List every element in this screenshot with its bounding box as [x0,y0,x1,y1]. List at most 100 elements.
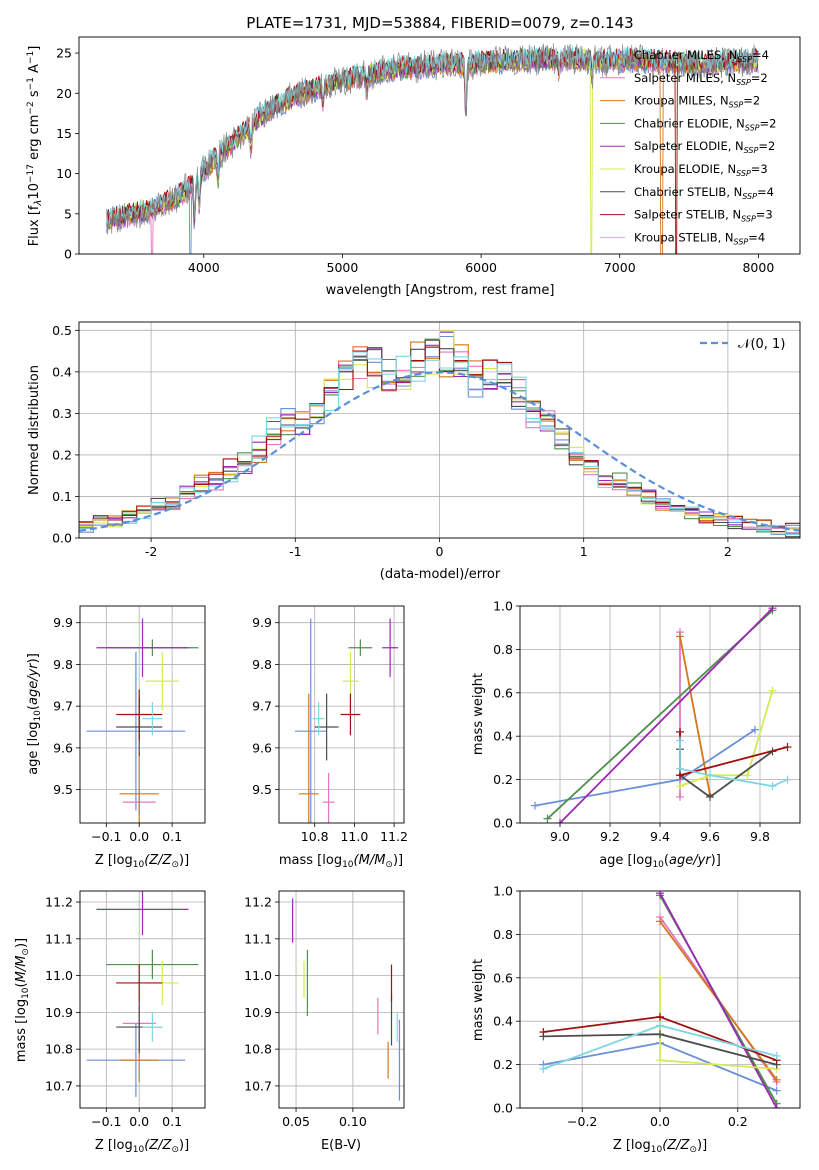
x-axis-label: E(B-V) [321,1138,361,1153]
axes-age_vs_Z: −0.1 0.0 0.1 9.5 9.6 9.7 9.8 9.9 Z [log10(Z/Z⊙)]… [26,605,206,870]
x-tick-label: 0.05 [282,1114,310,1129]
legend-entry: Chabrier ELODIE, NSSP=2 [634,116,776,132]
y-tick-label: 0.8 [493,927,513,942]
y-tick-label: 9.8 [53,657,73,672]
x-tick-label: 9.0 [550,829,570,844]
plot-area [79,330,800,538]
x-tick-label: 10.8 [301,829,329,844]
legend-entry: Kroupa ELODIE, NSSP=3 [634,162,768,178]
y-tick-label: 9.8 [252,657,272,672]
y-tick-label: 11.0 [45,968,73,983]
plot-area [292,898,401,1101]
legend-entry: Salpeter MILES, NSSP=2 [634,71,768,87]
plot-area [531,606,792,823]
histogram-salpeter-stelib [79,346,800,533]
legend-entry: Chabrier MILES, NSSP=4 [634,48,769,64]
y-tick-label: 0.1 [52,489,72,504]
x-tick-label: 0.2 [728,1114,748,1129]
y-tick-label: 0.4 [52,364,72,379]
plot-area [86,891,199,1097]
x-tick-label: 2 [724,544,732,559]
y-tick-label: 10.7 [45,1078,73,1093]
axes-frame [78,36,801,255]
axes-mass_vs_Z: −0.1 0.0 0.1 10.7 10.8 10.9 11.0 11.1 11.2 Z [log… [14,890,206,1155]
x-tick-label: 4000 [188,260,220,275]
x-tick-label: 7000 [604,260,636,275]
y-tick-label: 0.8 [493,642,513,657]
histogram-kroupa-stelib [79,351,800,536]
x-tick-label: 0.10 [339,1114,367,1129]
y-tick-label: 10 [56,166,72,181]
y-tick-label: 0.2 [52,447,72,462]
plot-area [294,618,399,823]
y-tick-label: 9.5 [252,782,272,797]
axes-spectrum: 4000 5000 6000 7000 8000 0 5 10 15 20 25 PLATE=1731… [26,14,801,298]
y-tick-label: 10.9 [244,1005,272,1020]
weight-line-chabrier-stelib [679,749,774,799]
weight-line-chabrier-miles [534,728,756,807]
chart-title: PLATE=1731, MJD=53884, FIBERID=0079, z=0… [246,14,633,32]
y-axis-label: Normed distribution [27,365,42,495]
plot-area [106,43,759,254]
weight-line-salpeter-elodie [559,607,774,823]
x-axis-label: mass [log10(M/M⊙)] [279,853,403,870]
legend: Chabrier MILES, NSSP=4 Salpeter MILES, NS… [600,48,776,246]
x-tick-label: 11.2 [380,829,408,844]
x-axis-label: Z [log10(Z/Z⊙)] [95,1138,189,1155]
plot-area [539,891,781,1108]
y-tick-label: 9.9 [252,615,272,630]
y-tick-label: 0 [64,247,72,262]
legend-entry: Kroupa STELIB, NSSP=4 [634,230,765,246]
x-tick-label: −0.2 [567,1114,597,1129]
x-axis-label: (data-model)/error [380,567,501,582]
x-tick-label: 1 [580,544,588,559]
x-tick-label: 9.6 [700,829,720,844]
spectrum-data-line [106,43,759,235]
x-tick-label: 5000 [327,260,359,275]
x-tick-label: 0 [436,544,444,559]
y-axis-label: mass weight [471,959,486,1041]
x-tick-label: 0.0 [129,1114,149,1129]
x-tick-label: 8000 [742,260,774,275]
axes-residuals: -2 -1 0 1 2 0.0 0.1 0.2 0.3 0.4 0.5 (data-model)/er… [27,321,801,582]
y-tick-label: 9.9 [53,615,73,630]
legend-entry: Chabrier STELIB, NSSP=4 [634,185,774,201]
y-tick-label: 9.5 [53,782,73,797]
x-tick-label: 9.2 [600,829,620,844]
y-tick-label: 0.2 [493,1057,513,1072]
y-tick-label: 0.0 [493,816,513,831]
axes-frame [79,605,206,824]
x-axis-label: Z [log10(Z/Z⊙)] [613,1138,707,1155]
y-axis-label: mass weight [471,673,486,755]
x-tick-label: 11.0 [340,829,368,844]
y-tick-label: 10.9 [45,1005,73,1020]
y-tick-label: 9.7 [252,699,272,714]
axes-frame [519,890,801,1109]
y-tick-label: 0.6 [493,970,513,985]
axes-age_vs_mass: 10.8 11.0 11.2 9.5 9.6 9.7 9.8 9.9 mass [log10(M… [252,605,408,870]
y-tick-label: 9.6 [252,740,272,755]
y-tick-label: 0.0 [493,1101,513,1116]
y-tick-label: 11.1 [244,931,272,946]
y-tick-label: 10.7 [244,1078,272,1093]
x-tick-label: 0.1 [162,1114,182,1129]
legend-entry: Salpeter STELIB, NSSP=3 [634,208,773,224]
y-tick-label: 0.5 [52,323,72,338]
axes-frame [278,605,405,824]
axes-frame [278,890,405,1109]
y-tick-label: 25 [56,46,72,61]
axes-frame [78,321,801,539]
x-tick-label: −0.1 [91,829,121,844]
y-tick-label: 15 [56,126,72,141]
x-tick-label: -2 [145,544,157,559]
y-tick-label: 1.0 [493,599,513,614]
axes-weight_vs_age: 9.0 9.2 9.4 9.6 9.8 0.0 0.2 0.4 0.6 0.8 1.0 age [lo… [471,599,801,870]
y-tick-label: 0.3 [52,406,72,421]
legend: 𝒩(0, 1) [700,337,785,352]
axes-frame [79,890,206,1109]
axes-weight_vs_Z: −0.2 0.0 0.2 0.0 0.2 0.4 0.6 0.8 1.0 Z [log10(Z/Z… [471,884,801,1155]
y-tick-label: 11.2 [244,895,272,910]
y-tick-label: 1.0 [493,884,513,899]
x-tick-label: 9.8 [750,829,770,844]
